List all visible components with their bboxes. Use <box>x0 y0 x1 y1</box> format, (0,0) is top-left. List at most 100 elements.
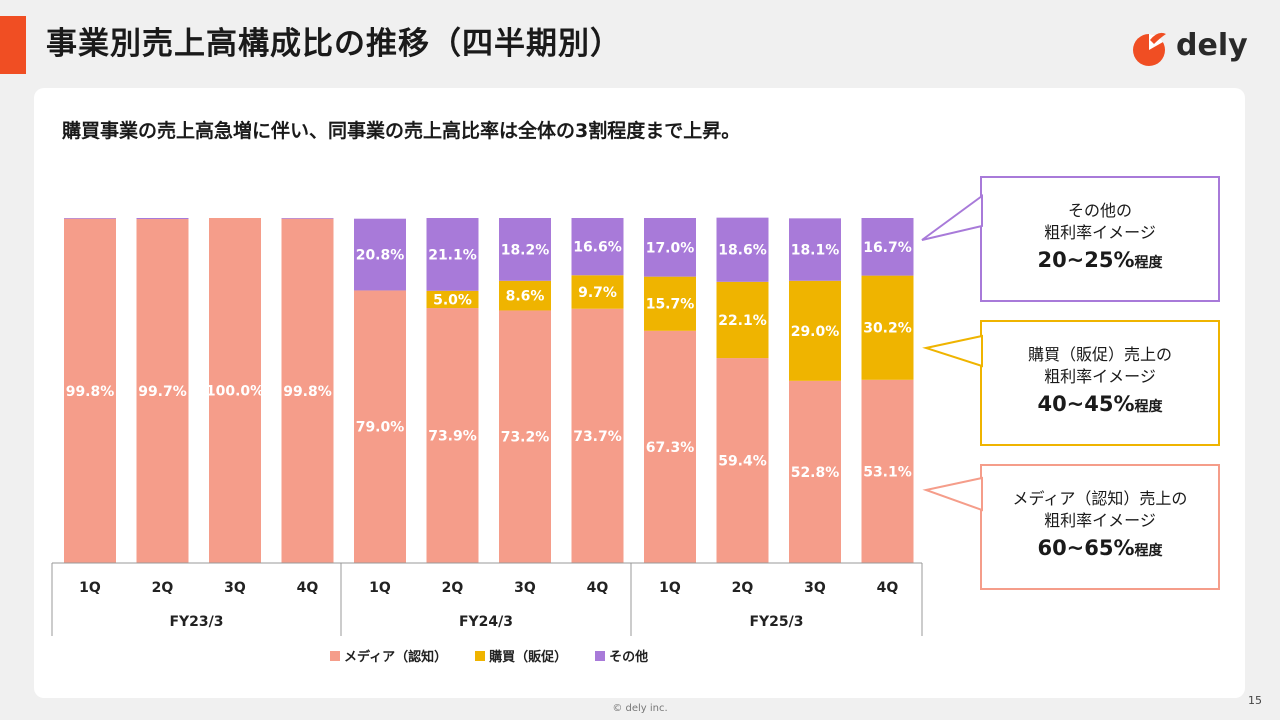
bar-segment-purchase <box>644 276 696 331</box>
callout-percent: 40~45% <box>1037 392 1135 416</box>
data-label: 99.7% <box>138 384 187 400</box>
bar-segment-media <box>571 308 624 563</box>
callout-media-margin: メディア（認知）売上の 粗利率イメージ 60~65%程度 <box>980 464 1220 590</box>
dely-logo: dely <box>1130 26 1250 70</box>
x-group-label: FY24/3 <box>459 614 513 630</box>
bar-segment-other <box>64 218 116 219</box>
bar-segment-other <box>861 218 914 276</box>
callout-line1: その他の <box>1067 201 1132 220</box>
page-title: 事業別売上高構成比の推移（四半期別） <box>46 26 622 62</box>
x-group-label: FY25/3 <box>749 614 803 630</box>
bar-segment-media <box>789 380 841 563</box>
bar-segment-media <box>716 358 769 563</box>
x-group-label: FY23/3 <box>169 614 223 630</box>
callout-other-margin: その他の 粗利率イメージ 20~25%程度 <box>980 176 1220 302</box>
legend-item-purchase: 購買（販促） <box>475 646 567 665</box>
title-accent-bar <box>0 16 26 74</box>
callout-suffix: 程度 <box>1134 399 1163 415</box>
x-tick-label: 3Q <box>224 580 246 596</box>
data-label: 18.1% <box>791 243 840 259</box>
callout-line1: 購買（販促）売上の <box>1027 345 1172 364</box>
data-label: 52.8% <box>791 465 840 481</box>
x-tick-label: 4Q <box>587 580 609 596</box>
logo-text: dely <box>1176 28 1248 63</box>
data-label: 9.7% <box>578 285 617 301</box>
data-label: 100.0% <box>206 384 264 400</box>
slide-subtitle: 購買事業の売上高急増に伴い、同事業の売上高比率は全体の3割程度まで上昇。 <box>62 120 741 142</box>
x-tick-label: 1Q <box>369 580 391 596</box>
data-label: 99.8% <box>66 384 115 400</box>
x-tick-label: 3Q <box>804 580 826 596</box>
x-tick-label: 3Q <box>514 580 536 596</box>
bar-segment-other <box>571 218 624 276</box>
x-tick-label: 2Q <box>732 580 754 596</box>
data-label: 30.2% <box>863 321 912 337</box>
data-label: 73.2% <box>501 430 550 446</box>
legend-swatch-purchase <box>475 650 486 661</box>
bar-segment-other <box>716 217 769 282</box>
data-label: 8.6% <box>506 289 545 305</box>
bar-segment-purchase <box>861 275 914 380</box>
data-label: 29.0% <box>791 324 840 340</box>
bar-segment-media <box>281 218 334 563</box>
x-tick-label: 2Q <box>152 580 174 596</box>
x-tick-label: 1Q <box>79 580 101 596</box>
bar-segment-media <box>426 308 479 563</box>
data-label: 18.6% <box>718 243 767 259</box>
bar-segment-other <box>426 218 479 291</box>
x-tick-label: 4Q <box>877 580 899 596</box>
bar-segment-other <box>644 218 696 277</box>
callout-line2: 粗利率イメージ <box>1044 367 1156 386</box>
bar-segment-other <box>354 218 406 291</box>
callout-line2: 粗利率イメージ <box>1044 511 1156 530</box>
legend-item-other: その他 <box>595 646 648 665</box>
bar-segment-other <box>136 218 189 220</box>
data-label: 79.0% <box>356 420 405 436</box>
data-label: 16.7% <box>863 240 912 256</box>
data-label: 5.0% <box>433 292 472 308</box>
callout-percent: 20~25% <box>1037 248 1135 272</box>
bar-segment-purchase <box>716 281 769 359</box>
callout-line1: メディア（認知）売上の <box>1012 489 1188 508</box>
copyright: © dely inc. <box>612 703 668 714</box>
callout-line2: 粗利率イメージ <box>1044 223 1156 242</box>
chart-legend: メディア（認知） 購買（販促） その他 <box>330 646 648 665</box>
data-label: 21.1% <box>428 247 477 263</box>
bar-segment-media <box>209 218 261 563</box>
legend-swatch-other <box>595 650 606 661</box>
bar-segment-media <box>499 310 551 563</box>
bar-segment-other <box>789 218 841 281</box>
callout-purchase-margin: 購買（販促）売上の 粗利率イメージ 40~45%程度 <box>980 320 1220 446</box>
dely-logo-icon <box>1133 32 1166 66</box>
bar-segment-purchase <box>499 280 551 311</box>
data-label: 59.4% <box>718 454 767 470</box>
bar-segment-media <box>644 330 696 563</box>
legend-item-media: メディア（認知） <box>330 646 447 665</box>
data-label: 20.8% <box>356 248 405 264</box>
bar-segment-purchase <box>571 275 624 309</box>
bar-segment-other <box>281 218 334 219</box>
bar-segment-media <box>136 219 189 563</box>
data-label: 73.7% <box>573 429 622 445</box>
data-label: 22.1% <box>718 313 767 329</box>
bar-segment-media <box>861 379 914 563</box>
data-label: 67.3% <box>646 440 695 456</box>
bar-segment-media <box>64 218 116 563</box>
legend-label-other: その他 <box>609 650 649 665</box>
data-label: 17.0% <box>646 240 695 256</box>
data-label: 18.2% <box>501 242 550 258</box>
legend-swatch-media <box>330 650 340 661</box>
legend-label-purchase: 購買（販促） <box>489 650 568 665</box>
callout-percent: 60~65% <box>1037 536 1135 560</box>
x-tick-label: 1Q <box>659 580 681 596</box>
callout-suffix: 程度 <box>1134 543 1163 559</box>
data-label: 73.9% <box>428 429 477 445</box>
bar-segment-purchase <box>426 290 479 309</box>
x-tick-label: 4Q <box>297 580 319 596</box>
bar-segment-other <box>499 218 551 281</box>
data-label: 15.7% <box>646 297 695 313</box>
callout-suffix: 程度 <box>1134 255 1163 271</box>
legend-label-media: メディア（認知） <box>344 650 448 665</box>
x-tick-label: 2Q <box>442 580 464 596</box>
